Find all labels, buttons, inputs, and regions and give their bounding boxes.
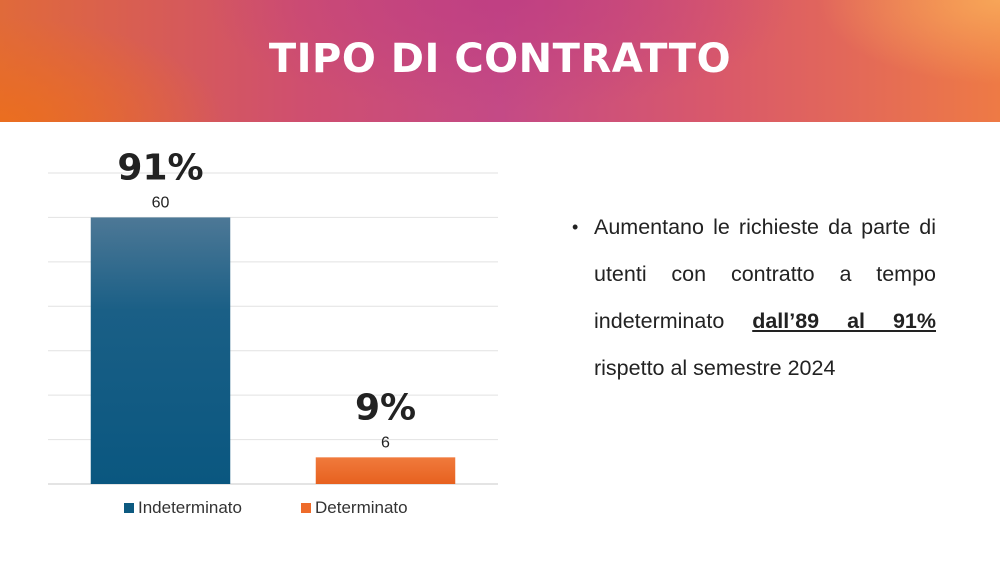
- chart-data-labels: 60 91% 6 9%: [117, 147, 416, 451]
- legend-label: Determinato: [315, 498, 408, 517]
- legend-swatch: [124, 503, 134, 513]
- bullet-highlight: dall’89 al 91%: [752, 309, 936, 333]
- bar-value-label: 60: [152, 194, 170, 211]
- chart-bars: [90, 217, 456, 484]
- slide-title: TIPO DI CONTRATTO: [268, 36, 732, 82]
- bullet-marker: •: [572, 217, 579, 237]
- bullet-text-end: rispetto al semestre 2024: [594, 356, 836, 380]
- chart-legend: Indeterminato Determinato: [124, 498, 408, 517]
- bar-percent-label: 91%: [117, 147, 203, 188]
- bar-chart: 60 91% 6 9% Indeterminato Determinato: [48, 147, 498, 517]
- bar-value-label: 6: [381, 434, 390, 451]
- legend-swatch: [301, 503, 311, 513]
- bar-percent-label: 9%: [355, 387, 416, 428]
- bar-indeterminato: [90, 217, 231, 484]
- bar-determinato: [315, 457, 456, 484]
- bullet-text-start: Aumentano le richieste da parte di utent…: [594, 215, 936, 333]
- bullet-point: • Aumentano le richieste da parte di ute…: [572, 204, 936, 392]
- title-banner: TIPO DI CONTRATTO: [0, 0, 1000, 122]
- bullet-text: Aumentano le richieste da parte di utent…: [594, 204, 936, 392]
- legend-label: Indeterminato: [138, 498, 242, 517]
